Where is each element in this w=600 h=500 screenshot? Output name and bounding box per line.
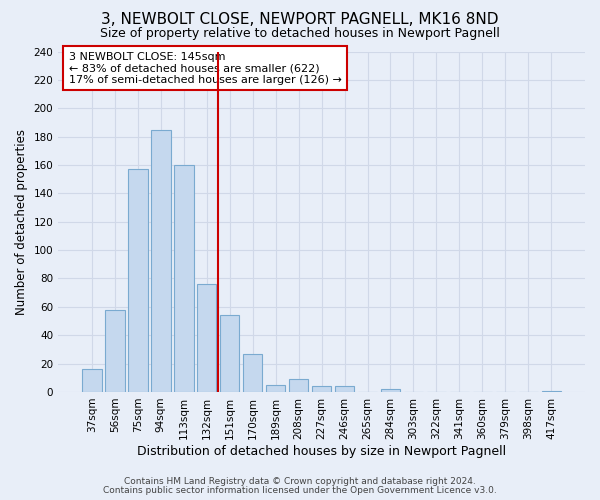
Text: 3 NEWBOLT CLOSE: 145sqm
← 83% of detached houses are smaller (622)
17% of semi-d: 3 NEWBOLT CLOSE: 145sqm ← 83% of detache… bbox=[69, 52, 341, 84]
Y-axis label: Number of detached properties: Number of detached properties bbox=[15, 128, 28, 314]
Bar bbox=[174, 165, 194, 392]
Bar bbox=[220, 316, 239, 392]
Bar bbox=[82, 370, 101, 392]
Bar bbox=[197, 284, 217, 392]
Bar bbox=[105, 310, 125, 392]
Bar bbox=[289, 379, 308, 392]
Bar bbox=[243, 354, 262, 392]
Text: Contains HM Land Registry data © Crown copyright and database right 2024.: Contains HM Land Registry data © Crown c… bbox=[124, 477, 476, 486]
Text: Size of property relative to detached houses in Newport Pagnell: Size of property relative to detached ho… bbox=[100, 28, 500, 40]
Bar bbox=[128, 169, 148, 392]
Text: 3, NEWBOLT CLOSE, NEWPORT PAGNELL, MK16 8ND: 3, NEWBOLT CLOSE, NEWPORT PAGNELL, MK16 … bbox=[101, 12, 499, 28]
Bar bbox=[542, 390, 561, 392]
X-axis label: Distribution of detached houses by size in Newport Pagnell: Distribution of detached houses by size … bbox=[137, 444, 506, 458]
Bar bbox=[312, 386, 331, 392]
Bar bbox=[335, 386, 355, 392]
Bar bbox=[151, 130, 170, 392]
Text: Contains public sector information licensed under the Open Government Licence v3: Contains public sector information licen… bbox=[103, 486, 497, 495]
Bar bbox=[381, 389, 400, 392]
Bar bbox=[266, 385, 286, 392]
